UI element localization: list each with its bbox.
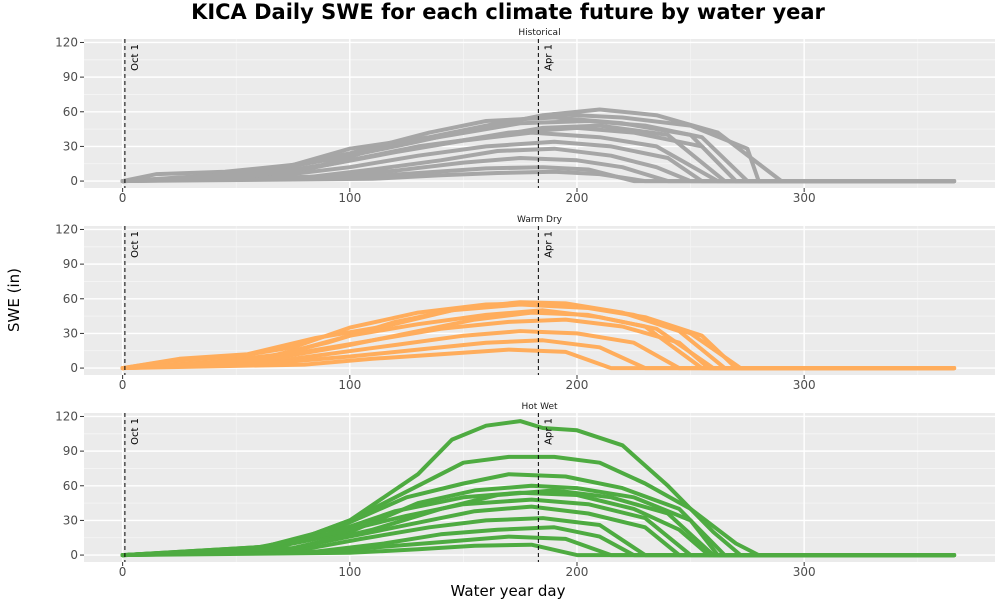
reference-line-label: Oct 1 [130, 418, 141, 445]
chart-title: KICA Daily SWE for each climate future b… [191, 0, 825, 24]
y-tick-label: 90 [63, 444, 78, 458]
x-axis-label: Water year day [451, 582, 566, 600]
series-line-10 [120, 534, 957, 558]
reference-line-label: Apr 1 [543, 231, 554, 258]
series-line-8 [120, 302, 957, 371]
reference-line-label: Apr 1 [543, 44, 554, 71]
x-tick-label: 0 [119, 565, 127, 579]
x-tick-label: 100 [338, 565, 361, 579]
series-line-6 [120, 139, 957, 184]
series-line-11 [120, 123, 957, 184]
y-tick-label: 0 [70, 174, 78, 188]
x-tick-label: 0 [119, 378, 127, 392]
series-line-9 [120, 310, 957, 371]
panel-title: Warm Dry [517, 215, 563, 225]
x-tick-label: 300 [793, 378, 816, 392]
series-line-11 [120, 542, 957, 558]
series-line-8 [120, 516, 957, 558]
y-tick-label: 90 [63, 70, 78, 84]
series-line-6 [120, 497, 957, 558]
x-tick-label: 300 [793, 191, 816, 205]
panel-title: Hot Wet [521, 402, 558, 412]
y-tick-label: 120 [55, 409, 78, 423]
y-tick-label: 30 [63, 513, 78, 527]
y-tick-label: 30 [63, 326, 78, 340]
panel-warm-dry: Warm Dry Oct 1 Apr 1 0 30 60 90 120 0 100 200 300 [55, 215, 995, 392]
y-tick-label: 90 [63, 257, 78, 271]
reference-line-label: Oct 1 [130, 231, 141, 258]
series-line-5 [120, 329, 957, 371]
x-tick-label: 100 [338, 191, 361, 205]
panel-historical: Historical Oct 1 Apr 1 0 30 60 90 120 0 100 200 300 [55, 28, 995, 205]
y-tick-label: 120 [55, 35, 78, 49]
x-tick-label: 200 [566, 565, 589, 579]
x-tick-label: 200 [566, 378, 589, 392]
y-tick-label: 60 [63, 292, 78, 306]
x-tick-label: 100 [338, 378, 361, 392]
y-tick-label: 120 [55, 222, 78, 236]
series-line-8 [120, 156, 957, 184]
y-tick-label: 60 [63, 105, 78, 119]
y-tick-label: 0 [70, 548, 78, 562]
x-tick-label: 0 [119, 191, 127, 205]
x-tick-label: 300 [793, 565, 816, 579]
x-tick-label: 200 [566, 191, 589, 205]
y-tick-label: 0 [70, 361, 78, 375]
panel-hot-wet: Hot Wet Oct 1 Apr 1 0 30 60 90 120 0 100 200 300 [55, 402, 995, 579]
y-axis-label: SWE (in) [5, 268, 23, 332]
series-line-6 [120, 338, 957, 371]
panel-title: Historical [518, 28, 560, 38]
y-tick-label: 60 [63, 479, 78, 493]
series-line-12 [120, 488, 957, 558]
reference-line-label: Oct 1 [130, 44, 141, 71]
reference-line-label: Apr 1 [543, 418, 554, 445]
series-line-7 [120, 347, 957, 371]
y-tick-label: 30 [63, 139, 78, 153]
series-line-12 [120, 169, 957, 184]
series-line-4 [120, 483, 957, 558]
